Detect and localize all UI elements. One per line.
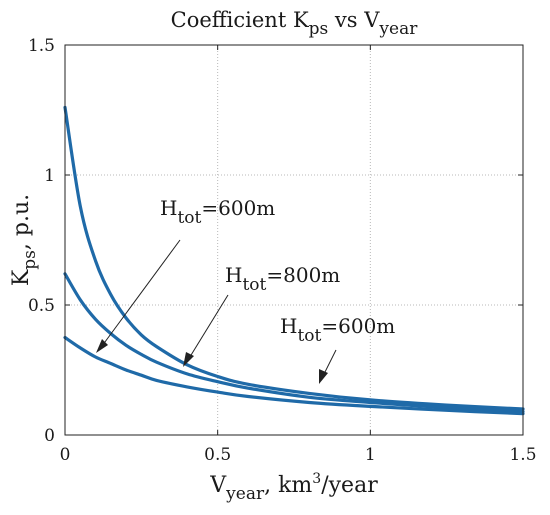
annotation-1-arrow [101,239,181,347]
x-tick-label: 1.5 [509,445,536,465]
annotation-2-arrowhead [183,352,194,367]
annotation-2-label: Htot=800m [225,263,340,295]
x-axis-label: Vyear, km3/year [209,471,378,504]
series-line-1 [63,105,525,411]
annotation-3: Htot=600m [280,314,395,384]
x-tick-label: 0.5 [204,445,231,465]
chart-title: Coefficient Kps vs Vyear [171,8,419,39]
annotation-2: Htot=800m [183,263,340,367]
axis-ticks: 0 0.5 1 1.5 0 0.5 1 1.5 [28,36,537,465]
annotation-2-arrow [187,294,229,361]
series-line-3 [63,335,525,416]
annotation-3-arrow [322,349,337,377]
annotation-1-arrowhead [96,339,108,353]
y-tick-label: 0.5 [28,296,55,316]
y-tick-label: 1 [44,166,55,186]
y-tick-label: 1.5 [28,36,55,56]
x-tick-label: 0 [60,445,71,465]
plot-area-frame [64,44,524,436]
grid-lines [65,45,523,435]
series-line-2 [63,272,525,414]
annotation-1-label: Htot=600m [160,196,275,228]
y-tick-label: 0 [44,426,55,446]
x-tick-label: 1 [365,445,376,465]
annotation-1: Htot=600m [96,196,275,353]
annotation-3-label: Htot=600m [280,314,395,346]
series-lines [63,105,525,416]
y-axis-label: Kps, p.u. [9,194,40,286]
annotation-3-arrowhead [319,369,328,384]
